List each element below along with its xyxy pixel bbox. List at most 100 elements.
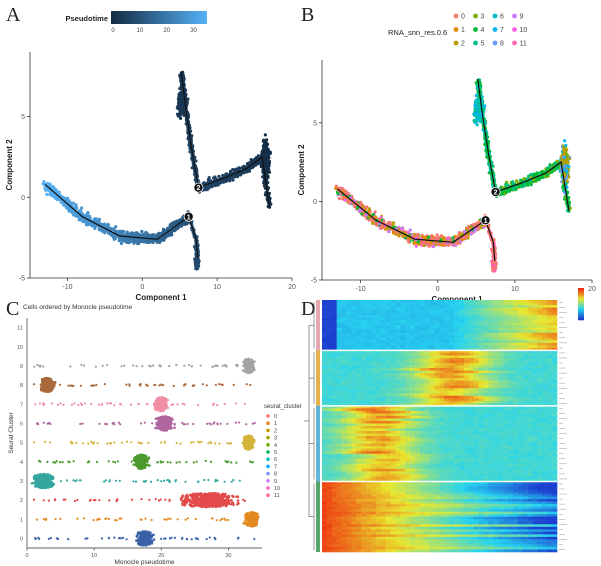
- cell-point: [179, 100, 183, 104]
- cell-point: [77, 218, 81, 222]
- cell-point: [244, 522, 247, 525]
- cell-point: [45, 192, 49, 196]
- x-tick-label: 10: [213, 284, 221, 291]
- x-tick-label: -10: [356, 286, 366, 293]
- cell-point: [474, 94, 478, 98]
- cell-point: [474, 228, 478, 232]
- cell-point: [137, 541, 141, 544]
- legend-swatch: [473, 27, 478, 32]
- cell-point: [56, 537, 60, 541]
- legend-colorbar: [111, 11, 207, 24]
- cell-point: [130, 239, 134, 243]
- legend-label: 8: [500, 41, 504, 48]
- y-tick-label: 5: [21, 114, 25, 121]
- cell-point: [194, 537, 197, 540]
- x-tick-label: 0: [140, 284, 144, 291]
- cell-point: [78, 209, 82, 213]
- cell-point: [473, 104, 477, 108]
- cell-point: [237, 536, 240, 539]
- cell-point: [141, 536, 144, 540]
- cell-point: [134, 238, 138, 242]
- cell-point: [65, 204, 69, 208]
- cell-point: [474, 111, 478, 116]
- cell-point: [252, 164, 256, 169]
- cell-point: [41, 182, 45, 186]
- cell-point: [523, 183, 527, 187]
- legend-tick-label: 10: [137, 28, 144, 34]
- cell-point: [54, 188, 58, 192]
- cell-point: [140, 229, 144, 234]
- cell-point: [120, 537, 123, 540]
- legend-tick-label: 0: [111, 28, 115, 34]
- cell-point: [231, 178, 235, 182]
- branch-point-label: 2: [196, 185, 200, 192]
- cell-point: [562, 147, 566, 151]
- x-tick-label: 0: [436, 286, 440, 293]
- cell-point: [117, 537, 121, 540]
- legend-label: 4: [481, 27, 485, 34]
- x-axis-title: Component 1: [135, 293, 187, 302]
- x-tick-label: -10: [62, 284, 72, 291]
- cell-point: [178, 73, 182, 77]
- cell-point: [256, 154, 260, 158]
- cell-point: [195, 261, 199, 265]
- cell-point: [429, 241, 433, 245]
- x-tick-label: 20: [588, 286, 596, 293]
- cell-point: [80, 211, 84, 215]
- cell-point: [142, 232, 146, 236]
- cell-point: [48, 183, 52, 187]
- cell-point: [265, 154, 269, 158]
- cell-point: [555, 159, 559, 163]
- cell-point: [359, 200, 363, 204]
- cell-point: [179, 116, 183, 120]
- cell-point: [88, 216, 92, 220]
- cell-point: [100, 537, 104, 540]
- cell-point: [176, 112, 180, 116]
- cell-point: [181, 536, 184, 539]
- cell-point: [382, 219, 386, 224]
- cell-point: [387, 230, 391, 234]
- cell-point: [179, 108, 183, 112]
- cell-point: [472, 119, 476, 123]
- cell-point: [67, 538, 70, 541]
- legend-label: 1: [461, 27, 465, 34]
- legend-swatch: [512, 27, 517, 32]
- cell-point: [34, 537, 37, 541]
- cell-point: [103, 231, 107, 235]
- cell-point: [42, 180, 46, 184]
- legend-swatch: [512, 13, 517, 19]
- cell-point: [121, 230, 125, 234]
- cell-point: [265, 142, 270, 146]
- cell-point: [565, 148, 569, 152]
- cell-point: [391, 223, 395, 227]
- cell-point: [111, 235, 116, 239]
- cell-point: [435, 233, 439, 237]
- cell-point: [166, 226, 170, 230]
- cell-point: [265, 138, 269, 142]
- cell-point: [205, 537, 208, 541]
- legend-swatch: [492, 13, 498, 19]
- legend-swatch: [473, 13, 478, 19]
- panel-label-c: C: [6, 298, 20, 320]
- cell-point: [266, 165, 270, 169]
- cell-point: [517, 184, 521, 189]
- cell-point: [66, 196, 70, 200]
- cell-point: [563, 139, 567, 143]
- panel-c-cells: [30, 357, 260, 547]
- branch-point-label: 1: [187, 214, 191, 221]
- cell-point: [406, 238, 410, 242]
- cell-point: [141, 538, 144, 542]
- cell-point: [504, 190, 509, 194]
- cell-point: [564, 143, 568, 147]
- panel-a-cells: [41, 70, 273, 271]
- cell-point: [114, 225, 118, 229]
- cell-point: [253, 537, 256, 541]
- cell-point: [173, 229, 177, 233]
- cell-point: [178, 105, 182, 109]
- cell-point: [178, 87, 182, 91]
- branch-point-label: 2: [494, 190, 498, 197]
- legend-swatch: [453, 13, 459, 19]
- cell-point: [101, 227, 105, 231]
